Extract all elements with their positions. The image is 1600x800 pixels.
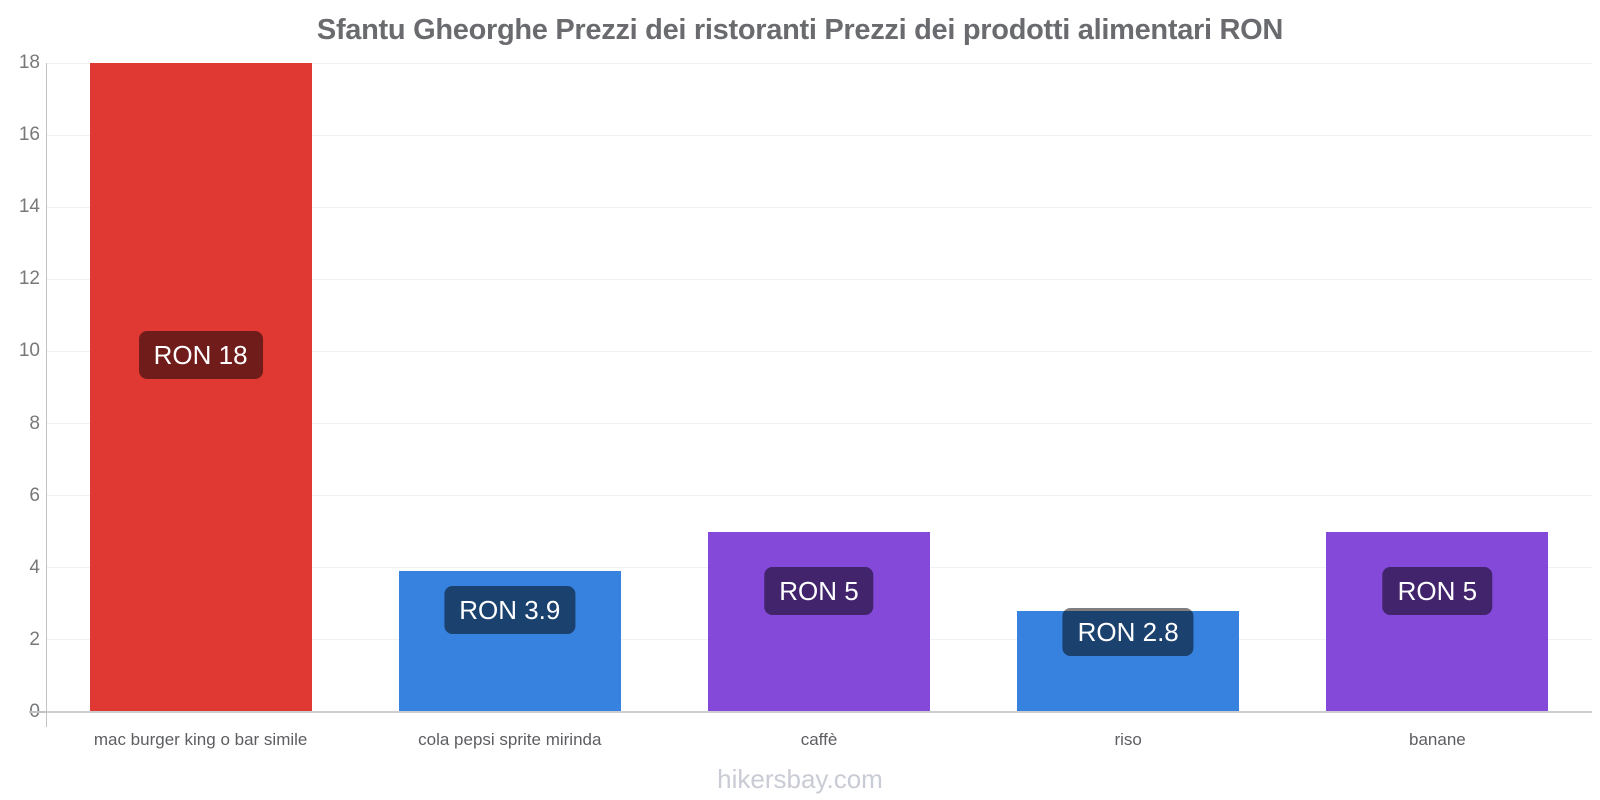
y-axis-zero-tick bbox=[29, 711, 46, 713]
y-axis-tick-label-18: 18 bbox=[18, 52, 40, 73]
y-axis-tick-label-16: 16 bbox=[18, 124, 40, 146]
bar-value-label-caff: RON 5 bbox=[764, 567, 874, 616]
gridline-8 bbox=[46, 423, 1592, 425]
bar-mac-burger-king-o-bar-simile[interactable] bbox=[89, 63, 312, 712]
chart-title: Sfantu Gheorghe Prezzi dei ristoranti Pr… bbox=[316, 14, 1284, 46]
plot-area: RON 18 RON 3.9 RON 5 RON 2.8 RON 5 bbox=[46, 62, 1592, 712]
y-axis-tick-label-14: 14 bbox=[18, 196, 40, 218]
y-axis-tick-label-2: 2 bbox=[29, 628, 40, 650]
x-axis-category-label-cola-pepsi-sprite-mirinda: cola pepsi sprite mirinda bbox=[418, 730, 602, 749]
x-axis-category-label-banane: banane bbox=[1409, 730, 1466, 749]
y-axis-tick-label-12: 12 bbox=[18, 268, 40, 290]
gridline-14 bbox=[46, 206, 1592, 208]
gridline-12 bbox=[46, 278, 1592, 280]
gridline-16 bbox=[46, 134, 1592, 136]
y-axis-tick-label-10: 10 bbox=[18, 340, 40, 362]
gridline-18 bbox=[46, 62, 1592, 64]
bar-value-label-banane: RON 5 bbox=[1382, 567, 1493, 616]
x-axis-category-label-caff: caffè bbox=[800, 730, 838, 749]
bar-value-label-mac-burger-king-o-bar-simile: RON 18 bbox=[138, 331, 263, 380]
y-axis-tick-label-4: 4 bbox=[29, 556, 40, 578]
bar-caff[interactable] bbox=[708, 531, 930, 712]
x-axis-category-label-mac-burger-king-o-bar-simile: mac burger king o bar simile bbox=[93, 730, 308, 749]
footer-brand: hikersbay.com bbox=[717, 764, 883, 794]
gridline-10 bbox=[46, 350, 1592, 352]
x-axis-category-label-riso: riso bbox=[1114, 730, 1142, 749]
gridline-6 bbox=[46, 495, 1592, 497]
bar-banane[interactable] bbox=[1326, 531, 1549, 712]
y-axis-tick-label-8: 8 bbox=[29, 412, 40, 434]
bar-value-label-riso: RON 2.8 bbox=[1062, 607, 1194, 656]
y-axis-line bbox=[46, 63, 47, 727]
bar-value-label-cola-pepsi-sprite-mirinda: RON 3.9 bbox=[444, 586, 576, 635]
y-axis-tick-label-6: 6 bbox=[29, 484, 40, 506]
x-axis-line bbox=[46, 711, 1592, 713]
